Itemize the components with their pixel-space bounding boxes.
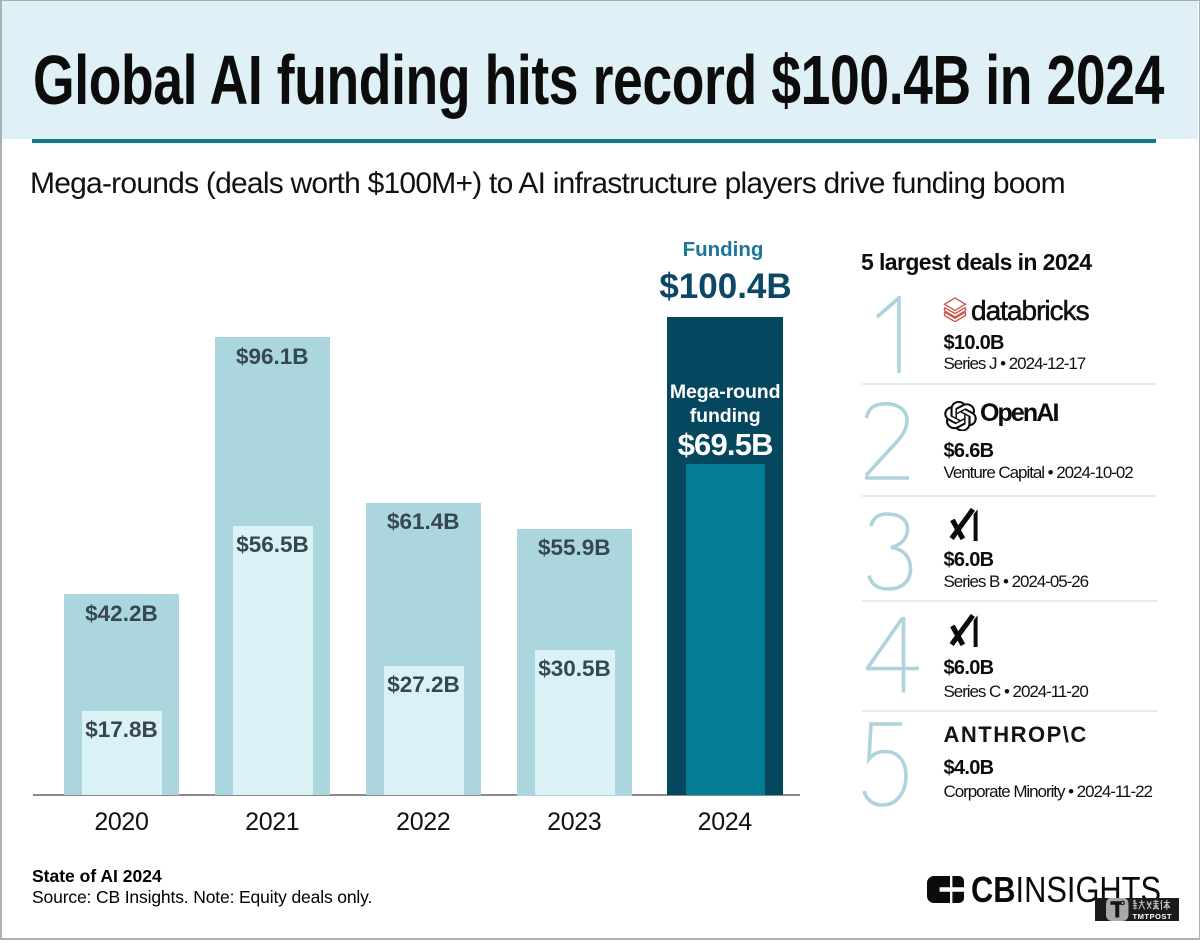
svg-text:TMTPOST: TMTPOST xyxy=(1133,911,1172,920)
